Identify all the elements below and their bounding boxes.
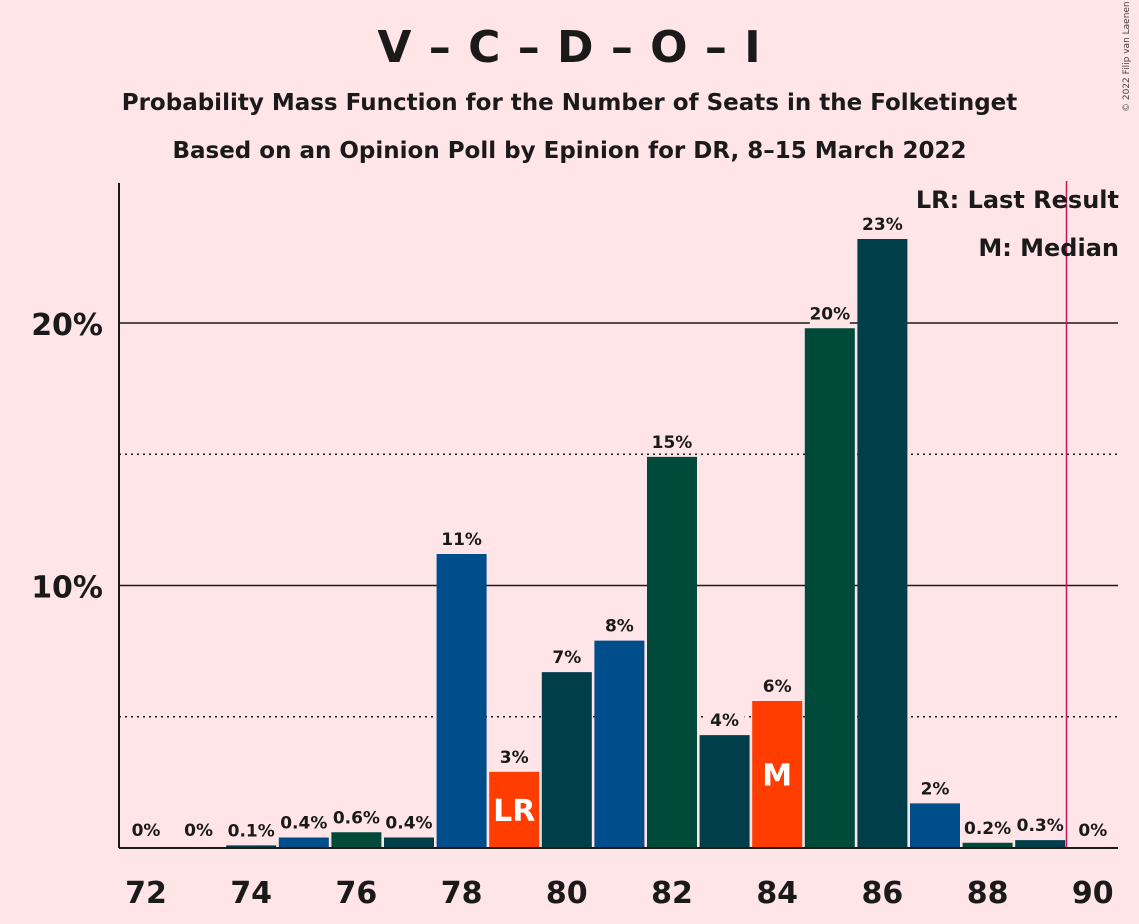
x-tick-label: 88 [967,876,1009,911]
data-label: 7% [552,648,581,668]
data-label: 3% [500,748,529,768]
data-label: 6% [763,677,792,697]
data-label: 0% [184,821,213,841]
data-label-bg [652,432,692,453]
median-marker: M [762,759,792,794]
data-labels: 0% 0% 0.1% 0.4% 0.6% 0.4%11%3%7%8%15%4%6%20%2… [132,215,1107,842]
data-label-bg [967,818,1008,839]
data-label-bg [915,779,955,800]
x-tick-label: 90 [1072,876,1114,911]
data-label: 20% [809,304,850,324]
bar [857,239,908,848]
data-label: 8% [605,617,634,637]
data-label-bg [704,711,745,732]
x-tick-label: 76 [336,876,378,911]
data-label: 15% [652,433,693,453]
data-label: 0% [132,821,161,841]
last-result-marker: LR [493,794,535,829]
legend-last-result: LR: Last Result [915,186,1119,214]
x-tick-label: 82 [651,876,693,911]
data-label-bg [546,648,587,669]
data-label: 4% [710,711,739,731]
chart-subtitle-poll: Based on an Opinion Poll by Epinion for … [172,138,967,164]
bar [910,803,960,848]
data-label-bg [809,304,850,325]
data-label: 0.4% [280,814,327,834]
legend-median: M: Median [978,234,1119,262]
data-label-bg [336,808,377,829]
data-label-bg [494,747,535,768]
data-label: 0.1% [228,821,275,841]
x-tick-label: 74 [230,876,272,911]
bars [226,239,1066,848]
bar [1015,840,1066,848]
axes: 10% 20% 72 74 76 78 80 82 84 86 88 90 [31,181,1118,911]
bar [962,842,1013,848]
x-tick-label: 86 [862,876,904,911]
bar [436,554,487,848]
data-label: 0.3% [1017,816,1064,836]
x-tick-label: 72 [125,876,167,911]
data-label: 0% [1078,821,1107,841]
bar [384,837,434,848]
data-label-bg [757,677,798,697]
data-label: 11% [441,530,482,550]
x-tick-label: 80 [546,876,588,911]
bar [226,845,277,848]
chart-title: V – C – D – O – I [377,22,762,73]
bar [541,672,592,848]
bar [752,701,803,848]
data-label-bg [441,530,482,550]
data-label: 0.6% [333,808,380,828]
x-tick-label: 78 [441,876,483,911]
data-label: 2% [921,779,950,799]
bar [331,832,382,848]
copyright-notice: © 2022 Filip van Laenen [1122,1,1132,112]
bar [699,735,750,848]
bar [278,837,329,848]
bar [489,771,540,848]
data-label-bg [862,215,903,235]
data-label: 23% [862,215,903,235]
data-label-bg [1020,816,1061,837]
data-label: 0.4% [385,814,432,834]
chart-subtitle: Probability Mass Function for the Number… [121,90,1018,116]
data-label-bg [283,813,324,834]
data-label-bg [389,813,429,834]
data-label-bg [599,616,640,637]
bar [804,328,855,848]
data-label: 0.2% [964,819,1011,839]
bar [647,456,697,848]
data-label-bg [231,821,272,842]
y-tick-label: 20% [31,308,103,343]
y-tick-label: 10% [31,571,103,606]
bar [594,640,645,848]
x-tick-label: 84 [756,876,798,911]
